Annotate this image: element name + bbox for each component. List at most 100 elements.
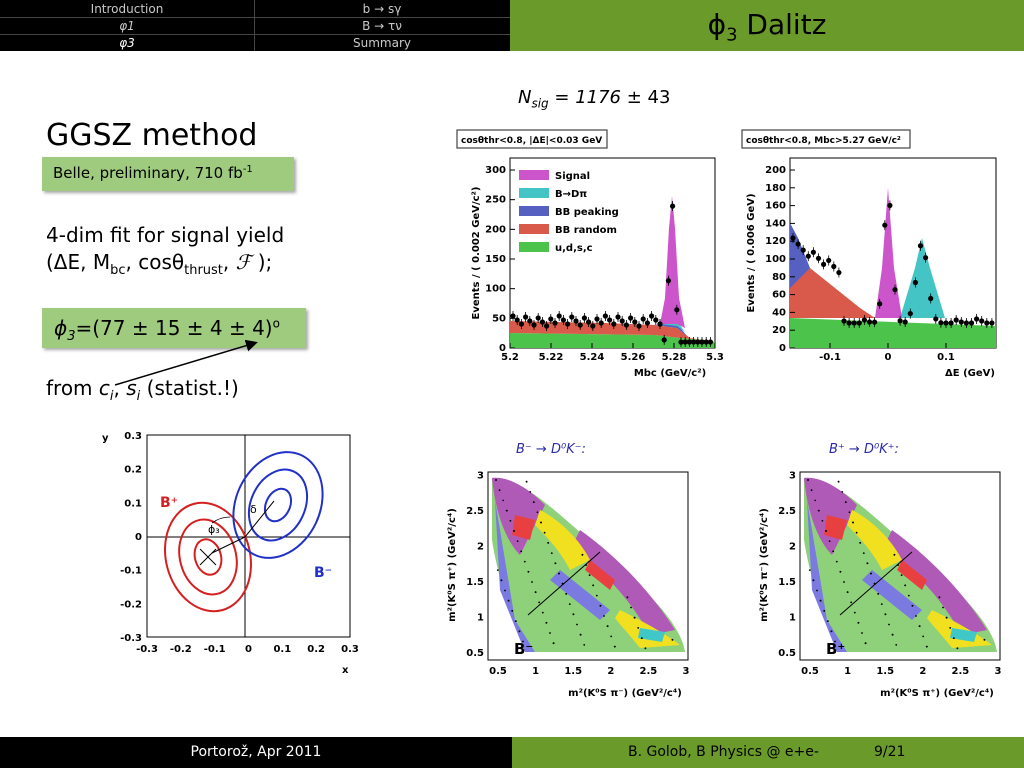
dalitz-event — [558, 572, 560, 575]
nav-summary[interactable]: Summary — [353, 36, 411, 50]
dalitz-diagonal — [527, 551, 601, 616]
dalitz-event — [915, 615, 917, 617]
dalitz-event — [837, 480, 840, 483]
nav-b-to-tau-nu[interactable]: B → τν — [362, 19, 402, 33]
dalitz-event — [568, 603, 571, 605]
mbc-xtick-label: 5.28 — [662, 352, 687, 363]
dalitz-event — [949, 627, 952, 629]
de-ytick-label: 140 — [765, 218, 786, 229]
dalitz-event — [595, 594, 598, 597]
xy-ytick-label: 0.1 — [124, 498, 142, 509]
nav-divider — [0, 34, 510, 35]
dalitz-ytick-label: 3 — [789, 471, 796, 482]
page-number: 9/21 — [874, 744, 906, 760]
dalitz-event — [581, 553, 584, 556]
dalitz-bminus-plot: B⁻ 0.5 1 1.5 2 2.5 3 0.5 1 1.5 2 2.5 3 m²(K⁰S π⁺) (… — [447, 471, 690, 700]
mbc-cut-label: cosθthr<0.8, |ΔE|<0.03 GeV — [461, 136, 602, 146]
dalitz-event — [518, 630, 521, 633]
dalitz-event — [633, 616, 636, 619]
dalitz-region — [950, 628, 977, 642]
dalitz-event — [527, 570, 530, 573]
dalitz-event — [500, 579, 503, 582]
dalitz-event — [819, 599, 822, 602]
dalitz-xtick-label: 1 — [532, 666, 539, 677]
xy-ytick-label: 0 — [135, 532, 142, 543]
dalitz-event — [852, 521, 854, 524]
de-cut-label: cosθthr<0.8, Mbc>5.27 GeV/c² — [746, 136, 901, 146]
dalitz-region — [824, 515, 847, 540]
dalitz-event — [588, 574, 591, 577]
dalitz-xtick-label: 1 — [844, 666, 851, 677]
dalitz-bplus-charge-label: B⁺ — [826, 640, 845, 658]
dalitz-event — [516, 540, 519, 543]
signal-yield: Nsig = 1176 ± 43 — [518, 87, 671, 111]
footer-location: Portorož, Apr 2011 — [0, 737, 512, 768]
dalitz-event — [816, 589, 818, 592]
dalitz-region — [807, 500, 847, 652]
signal-fill — [660, 196, 685, 328]
dalitz-event — [520, 550, 523, 553]
dalitz-region — [847, 510, 902, 570]
nav-divider — [0, 17, 510, 18]
dalitz-event — [859, 542, 862, 544]
dalitz-event — [893, 553, 896, 556]
de-ylabel: Events / ( 0.006 GeV) — [746, 193, 757, 312]
dalitz-event — [613, 645, 616, 648]
dalitz-event — [848, 511, 851, 514]
dalitz-xtick-label: 0.5 — [801, 666, 819, 677]
dalitz-event — [807, 479, 809, 481]
dalitz-xtick-label: 1.5 — [564, 666, 582, 677]
dalitz-event — [565, 593, 568, 595]
nav-phi3[interactable]: φ3 — [119, 36, 135, 50]
nav-divider — [254, 0, 255, 51]
dalitz-event — [857, 621, 860, 624]
dalitz-bplus-xlabel: m²(K⁰S π⁺) (GeV²/c⁴) — [880, 688, 994, 699]
legend-swatch — [519, 242, 549, 252]
dalitz-event — [835, 560, 838, 563]
mbc-ytick-label: 100 — [485, 284, 506, 295]
dalitz-event — [531, 581, 533, 583]
dalitz-ytick-label: 1 — [789, 613, 796, 624]
dalitz-event — [630, 606, 632, 609]
statistical-note: from ci, si (statist.!) — [46, 376, 239, 404]
legend-label: u,d,s,c — [555, 243, 593, 254]
dalitz-xtick-label: 2 — [919, 666, 926, 677]
dalitz-event — [547, 542, 550, 544]
de-ytick-label: 100 — [765, 254, 786, 265]
delta-e-plot: cosθthr<0.8, Mbc>5.27 GeV/c² 0 20 40 60 80 10… — [741, 129, 997, 379]
dalitz-event — [870, 572, 872, 575]
dalitz-bminus-phase-space — [492, 477, 685, 652]
dalitz-event — [911, 604, 914, 607]
dalitz-bplus-title: B⁺ → D⁰K⁺: — [829, 442, 899, 457]
nav-b-to-s-gamma[interactable]: b → sγ — [362, 2, 402, 16]
bminus-label: B⁻ — [314, 565, 332, 581]
mbc-xtick-label: 5.24 — [580, 352, 605, 363]
de-ytick-label: 60 — [772, 290, 786, 301]
xy-ytick-label: 0.3 — [124, 431, 142, 442]
dalitz-bplus-ylabel: m²(K⁰S π⁻) (GeV²/c⁴) — [759, 508, 770, 622]
de-xtick-label: 0 — [885, 352, 892, 363]
legend-swatch — [519, 224, 549, 234]
dalitz-event — [525, 480, 528, 483]
dalitz-ytick-label: 1.5 — [466, 577, 484, 588]
dalitz-xtick-label: 1.5 — [876, 666, 894, 677]
dalitz-event — [549, 632, 551, 634]
nav-introduction[interactable]: Introduction — [90, 2, 164, 16]
phi3-angle-label: ϕ₃ — [208, 523, 220, 536]
dalitz-event — [925, 645, 928, 648]
legend-swatch — [519, 206, 549, 216]
dalitz-event — [942, 606, 944, 609]
dalitz-event — [843, 581, 845, 583]
dalitz-event — [830, 630, 833, 633]
dalitz-event — [918, 625, 921, 628]
dalitz-event — [522, 640, 524, 643]
nav-phi1[interactable]: φ1 — [119, 19, 135, 33]
dalitz-region — [512, 515, 535, 540]
dalitz-event — [884, 613, 887, 616]
de-cut-box — [741, 129, 911, 149]
footer-bar: Portorož, Apr 2011 B. Golob, B Physics @… — [0, 737, 1024, 768]
dalitz-event — [536, 511, 539, 514]
dalitz-bplus-phase-space — [804, 477, 997, 652]
dalitz-event — [626, 596, 629, 599]
